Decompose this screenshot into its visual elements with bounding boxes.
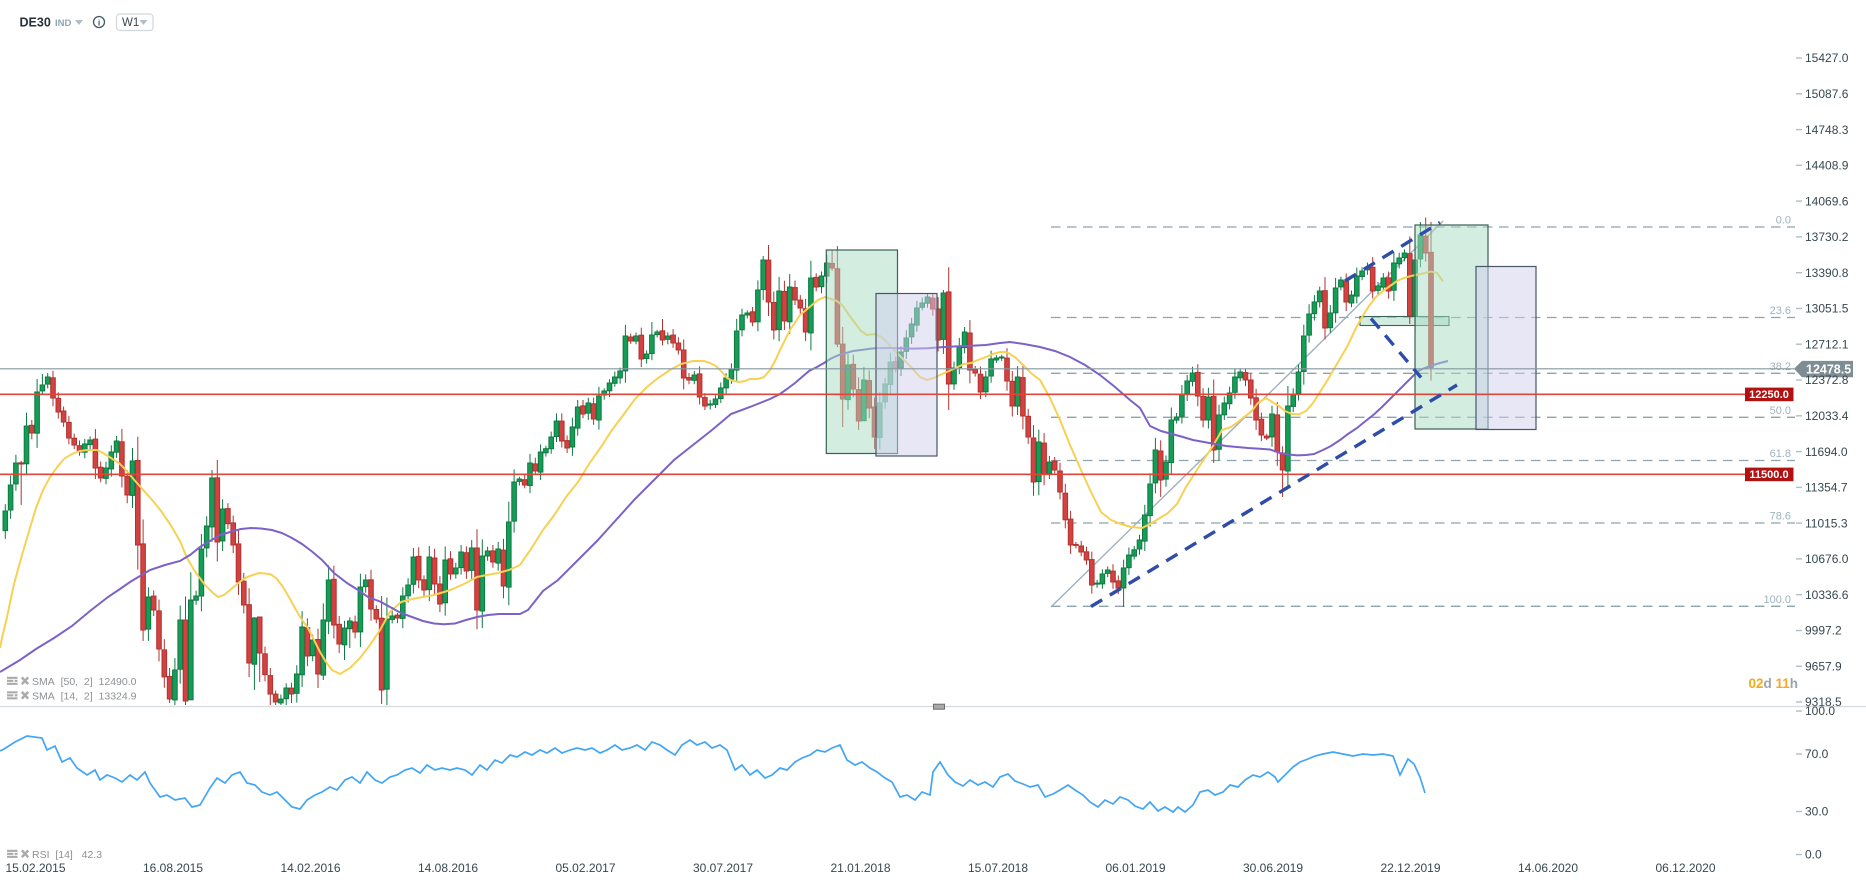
svg-text:11500.0: 11500.0: [1749, 469, 1788, 481]
svg-text:0.0: 0.0: [1776, 215, 1791, 227]
svg-text:100.0: 100.0: [1763, 594, 1791, 606]
svg-text:16.08.2015: 16.08.2015: [143, 861, 203, 875]
svg-text:W1: W1: [122, 17, 139, 29]
svg-text:38.2: 38.2: [1770, 361, 1791, 373]
svg-text:9997.2: 9997.2: [1805, 624, 1842, 638]
svg-text:12033.4: 12033.4: [1805, 409, 1849, 423]
svg-text:12250.0: 12250.0: [1749, 389, 1789, 401]
svg-text:0.0: 0.0: [1805, 848, 1822, 862]
svg-text:9318.5: 9318.5: [1805, 695, 1842, 709]
svg-text:IND: IND: [55, 18, 72, 29]
svg-text:14408.9: 14408.9: [1805, 159, 1849, 173]
svg-text:06.01.2019: 06.01.2019: [1105, 861, 1165, 875]
svg-text:30.0: 30.0: [1805, 805, 1829, 819]
svg-text:SMA [50, 2] 12490.0: SMA [50, 2] 12490.0: [32, 676, 137, 688]
svg-text:13051.5: 13051.5: [1805, 302, 1849, 316]
svg-text:100.0: 100.0: [1805, 704, 1835, 718]
svg-text:23.6: 23.6: [1770, 305, 1791, 317]
svg-text:15.07.2018: 15.07.2018: [968, 861, 1028, 875]
svg-text:70.0: 70.0: [1805, 747, 1829, 761]
svg-text:10676.0: 10676.0: [1805, 552, 1849, 566]
svg-text:05.02.2017: 05.02.2017: [555, 861, 615, 875]
svg-text:22.12.2019: 22.12.2019: [1380, 861, 1440, 875]
svg-text:13390.8: 13390.8: [1805, 266, 1849, 280]
svg-text:15087.6: 15087.6: [1805, 87, 1849, 101]
svg-text:14748.3: 14748.3: [1805, 123, 1849, 137]
svg-text:i: i: [98, 18, 100, 28]
svg-text:RSI [14] 42.3: RSI [14] 42.3: [32, 849, 102, 861]
svg-text:14.06.2020: 14.06.2020: [1518, 861, 1578, 875]
svg-text:61.8: 61.8: [1770, 448, 1791, 460]
svg-text:12478.5: 12478.5: [1806, 363, 1851, 377]
svg-text:14.08.2016: 14.08.2016: [418, 861, 478, 875]
svg-text:15427.0: 15427.0: [1805, 51, 1849, 65]
svg-text:30.06.2019: 30.06.2019: [1243, 861, 1303, 875]
svg-text:9657.9: 9657.9: [1805, 660, 1842, 674]
svg-text:14069.6: 14069.6: [1805, 194, 1849, 208]
svg-text:12712.1: 12712.1: [1805, 337, 1849, 351]
svg-text:DE30: DE30: [20, 16, 51, 30]
svg-text:30.07.2017: 30.07.2017: [693, 861, 753, 875]
svg-text:02d 11h: 02d 11h: [1748, 676, 1798, 691]
svg-text:10336.6: 10336.6: [1805, 588, 1849, 602]
svg-text:13730.2: 13730.2: [1805, 230, 1849, 244]
svg-text:78.6: 78.6: [1770, 511, 1791, 523]
svg-text:21.01.2018: 21.01.2018: [830, 861, 890, 875]
svg-text:06.12.2020: 06.12.2020: [1655, 861, 1715, 875]
svg-text:15.02.2015: 15.02.2015: [5, 861, 65, 875]
svg-text:14.02.2016: 14.02.2016: [280, 861, 340, 875]
svg-text:SMA [14, 2] 13324.9: SMA [14, 2] 13324.9: [32, 691, 137, 703]
svg-text:11694.0: 11694.0: [1805, 445, 1848, 459]
svg-text:11015.3: 11015.3: [1805, 516, 1848, 530]
svg-text:12372.8: 12372.8: [1805, 373, 1849, 387]
svg-text:50.0: 50.0: [1770, 405, 1791, 417]
svg-text:11354.7: 11354.7: [1805, 481, 1848, 495]
